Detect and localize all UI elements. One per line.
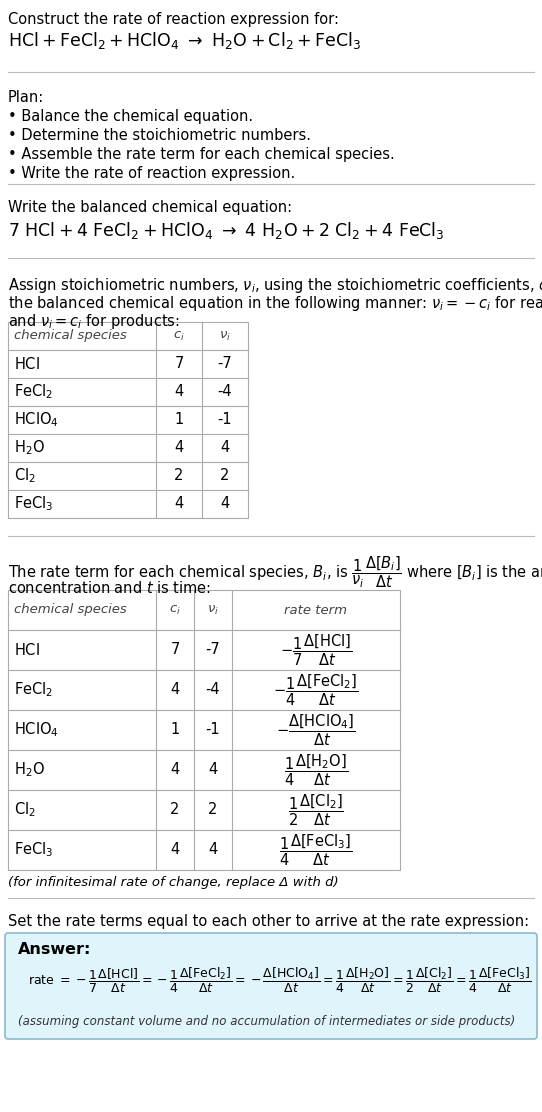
Text: $\mathrm{FeCl_2}$: $\mathrm{FeCl_2}$ bbox=[14, 383, 53, 401]
Text: $\mathrm{HClO_4}$: $\mathrm{HClO_4}$ bbox=[14, 721, 59, 739]
Text: 1: 1 bbox=[175, 413, 184, 427]
Text: $\mathrm{FeCl_3}$: $\mathrm{FeCl_3}$ bbox=[14, 841, 54, 860]
Text: 4: 4 bbox=[170, 763, 179, 777]
Text: Construct the rate of reaction expression for:: Construct the rate of reaction expressio… bbox=[8, 12, 339, 27]
Text: $-\dfrac{1}{7}\dfrac{\Delta[\mathrm{HCl}]}{\Delta t}$: $-\dfrac{1}{7}\dfrac{\Delta[\mathrm{HCl}… bbox=[280, 633, 352, 668]
Text: -1: -1 bbox=[218, 413, 233, 427]
Text: $-\dfrac{1}{4}\dfrac{\Delta[\mathrm{FeCl_2}]}{\Delta t}$: $-\dfrac{1}{4}\dfrac{\Delta[\mathrm{FeCl… bbox=[273, 673, 359, 707]
Text: Set the rate terms equal to each other to arrive at the rate expression:: Set the rate terms equal to each other t… bbox=[8, 914, 529, 929]
Text: 4: 4 bbox=[175, 496, 184, 512]
Text: $\dfrac{1}{4}\dfrac{\Delta[\mathrm{H_2O}]}{\Delta t}$: $\dfrac{1}{4}\dfrac{\Delta[\mathrm{H_2O}… bbox=[284, 752, 348, 787]
Text: Plan:: Plan: bbox=[8, 90, 44, 105]
Text: -7: -7 bbox=[205, 643, 221, 657]
FancyBboxPatch shape bbox=[5, 933, 537, 1039]
Text: $\dfrac{1}{2}\dfrac{\Delta[\mathrm{Cl_2}]}{\Delta t}$: $\dfrac{1}{2}\dfrac{\Delta[\mathrm{Cl_2}… bbox=[288, 792, 344, 827]
Text: and $\nu_i = c_i$ for products:: and $\nu_i = c_i$ for products: bbox=[8, 312, 180, 331]
Text: The rate term for each chemical species, $B_i$, is $\dfrac{1}{\nu_i}\dfrac{\Delt: The rate term for each chemical species,… bbox=[8, 554, 542, 589]
Text: $\mathrm{Cl_2}$: $\mathrm{Cl_2}$ bbox=[14, 801, 36, 820]
Text: $\mathrm{H_2O}$: $\mathrm{H_2O}$ bbox=[14, 761, 45, 780]
Text: 4: 4 bbox=[175, 440, 184, 456]
Text: 7: 7 bbox=[170, 643, 180, 657]
Text: (for infinitesimal rate of change, replace Δ with d): (for infinitesimal rate of change, repla… bbox=[8, 876, 339, 888]
Text: $c_i$: $c_i$ bbox=[173, 329, 185, 342]
Text: • Determine the stoichiometric numbers.: • Determine the stoichiometric numbers. bbox=[8, 128, 311, 143]
Text: $\dfrac{1}{4}\dfrac{\Delta[\mathrm{FeCl_3}]}{\Delta t}$: $\dfrac{1}{4}\dfrac{\Delta[\mathrm{FeCl_… bbox=[279, 832, 353, 867]
Text: 4: 4 bbox=[175, 385, 184, 399]
Text: $\mathrm{H_2O}$: $\mathrm{H_2O}$ bbox=[14, 438, 45, 457]
Text: 4: 4 bbox=[170, 843, 179, 857]
Text: 4: 4 bbox=[208, 763, 218, 777]
Text: 2: 2 bbox=[208, 803, 218, 817]
Text: 1: 1 bbox=[170, 723, 179, 737]
Text: $\mathrm{FeCl_2}$: $\mathrm{FeCl_2}$ bbox=[14, 681, 53, 699]
Text: $\mathrm{FeCl_3}$: $\mathrm{FeCl_3}$ bbox=[14, 495, 54, 514]
Text: $\mathrm{HClO_4}$: $\mathrm{HClO_4}$ bbox=[14, 410, 59, 429]
Text: 4: 4 bbox=[221, 496, 230, 512]
Text: -7: -7 bbox=[218, 357, 233, 371]
Text: $\mathrm{HCl + FeCl_2 + HClO_4\ \rightarrow\ H_2O + Cl_2 + FeCl_3}$: $\mathrm{HCl + FeCl_2 + HClO_4\ \rightar… bbox=[8, 30, 361, 51]
Text: $\mathrm{7\ HCl + 4\ FeCl_2 + HClO_4\ \rightarrow\ 4\ H_2O + 2\ Cl_2 + 4\ FeCl_3: $\mathrm{7\ HCl + 4\ FeCl_2 + HClO_4\ \r… bbox=[8, 220, 444, 241]
Text: $\nu_i$: $\nu_i$ bbox=[219, 329, 231, 342]
Text: 4: 4 bbox=[208, 843, 218, 857]
Text: Answer:: Answer: bbox=[18, 942, 92, 957]
Text: $-\dfrac{\Delta[\mathrm{HClO_4}]}{\Delta t}$: $-\dfrac{\Delta[\mathrm{HClO_4}]}{\Delta… bbox=[276, 712, 356, 747]
Text: the balanced chemical equation in the following manner: $\nu_i = -c_i$ for react: the balanced chemical equation in the fo… bbox=[8, 294, 542, 312]
Text: $c_i$: $c_i$ bbox=[169, 604, 181, 616]
Text: $\mathrm{Cl_2}$: $\mathrm{Cl_2}$ bbox=[14, 467, 36, 485]
Text: $\mathrm{HCl}$: $\mathrm{HCl}$ bbox=[14, 356, 40, 373]
Text: $\nu_i$: $\nu_i$ bbox=[207, 604, 219, 616]
Bar bbox=[8, 322, 248, 518]
Text: chemical species: chemical species bbox=[14, 604, 127, 616]
Text: rate $= -\dfrac{1}{7}\dfrac{\Delta[\mathrm{HCl}]}{\Delta t}= -\dfrac{1}{4}\dfrac: rate $= -\dfrac{1}{7}\dfrac{\Delta[\math… bbox=[28, 966, 532, 995]
Text: -4: -4 bbox=[205, 683, 220, 697]
Text: chemical species: chemical species bbox=[14, 329, 127, 342]
Text: (assuming constant volume and no accumulation of intermediates or side products): (assuming constant volume and no accumul… bbox=[18, 1015, 515, 1027]
Text: $\mathrm{HCl}$: $\mathrm{HCl}$ bbox=[14, 642, 40, 658]
Text: • Balance the chemical equation.: • Balance the chemical equation. bbox=[8, 109, 253, 125]
Text: • Write the rate of reaction expression.: • Write the rate of reaction expression. bbox=[8, 166, 295, 181]
Text: -1: -1 bbox=[205, 723, 220, 737]
Text: 2: 2 bbox=[220, 468, 230, 484]
Text: 2: 2 bbox=[170, 803, 180, 817]
Text: concentration and $t$ is time:: concentration and $t$ is time: bbox=[8, 580, 211, 596]
Bar bbox=[8, 590, 400, 870]
Text: rate term: rate term bbox=[285, 604, 347, 616]
Text: 2: 2 bbox=[175, 468, 184, 484]
Text: 4: 4 bbox=[170, 683, 179, 697]
Text: Write the balanced chemical equation:: Write the balanced chemical equation: bbox=[8, 200, 292, 215]
Text: 7: 7 bbox=[175, 357, 184, 371]
Text: -4: -4 bbox=[218, 385, 233, 399]
Text: 4: 4 bbox=[221, 440, 230, 456]
Text: • Assemble the rate term for each chemical species.: • Assemble the rate term for each chemic… bbox=[8, 147, 395, 162]
Text: Assign stoichiometric numbers, $\nu_i$, using the stoichiometric coefficients, $: Assign stoichiometric numbers, $\nu_i$, … bbox=[8, 276, 542, 295]
